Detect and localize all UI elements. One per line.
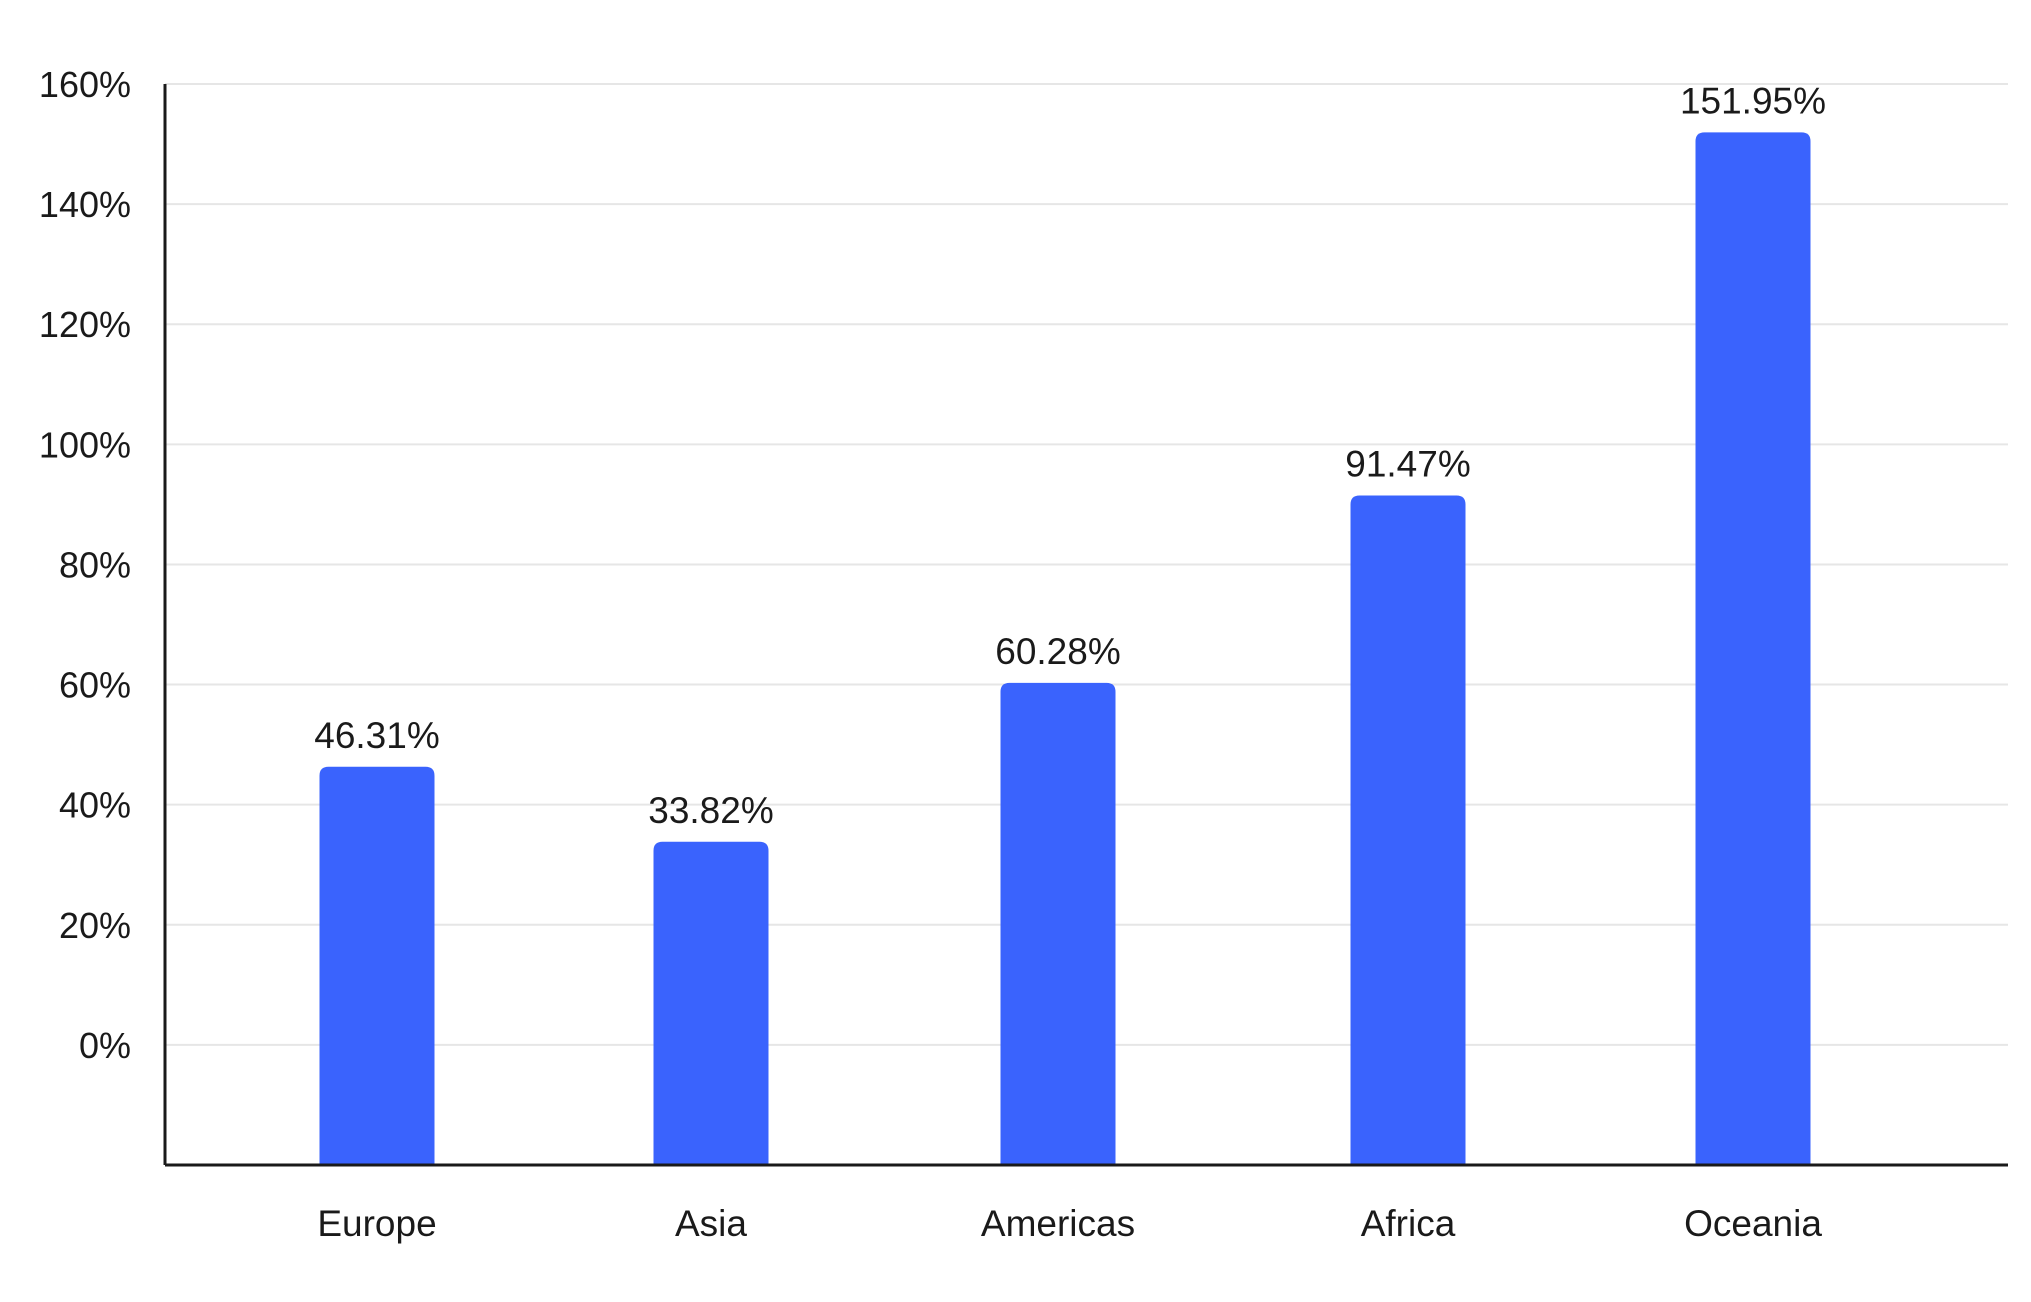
y-tick-labels: 0% 20% 40% 60% 80% 100% 120% 140% 160% [39,64,131,1066]
bar-europe [319,766,435,1165]
y-tick-label: 20% [59,905,131,946]
y-tick-label: 60% [59,665,131,706]
y-tick-label: 40% [59,785,131,826]
y-tick-label: 160% [39,64,131,105]
y-tick-label: 0% [79,1025,131,1066]
x-tick-label: Europe [317,1203,436,1244]
y-tick-label: 140% [39,184,131,225]
bars [319,132,1811,1165]
value-label: 46.31% [314,715,440,756]
x-tick-labels: Europe Asia Americas Africa Oceania [317,1203,1822,1244]
x-tick-label: Asia [675,1203,747,1244]
bar-oceania [1695,132,1811,1165]
y-tick-label: 80% [59,544,131,585]
gridlines [165,83,2008,1046]
bar-americas [1000,682,1116,1165]
value-label: 91.47% [1345,444,1471,485]
value-label: 151.95% [1680,80,1826,121]
x-tick-label: Oceania [1684,1203,1822,1244]
value-labels: 46.31% 33.82% 60.28% 91.47% 151.95% [314,80,1826,830]
value-label: 33.82% [648,790,774,831]
axes [163,84,2008,1167]
x-tick-label: Africa [1361,1203,1456,1244]
bar-africa [1350,495,1466,1165]
value-label: 60.28% [995,631,1121,672]
y-tick-label: 120% [39,304,131,345]
y-tick-label: 100% [39,424,131,465]
bar-asia [653,841,769,1165]
x-tick-label: Americas [981,1203,1135,1244]
